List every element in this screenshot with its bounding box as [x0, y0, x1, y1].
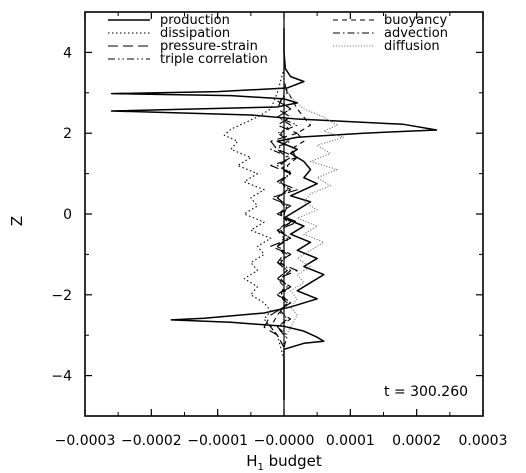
x-tick-label-2: −0.0001 [187, 433, 248, 449]
series-line-diffusion [283, 68, 345, 360]
legend-label-pressure-strain: pressure-strain [160, 39, 258, 54]
x-tick-label-5: 0.0002 [392, 433, 441, 449]
legend-label-dissipation: dissipation [160, 26, 230, 41]
legend-label-advection: advection [384, 26, 448, 41]
y-tick-label-3: 2 [63, 126, 72, 142]
time-annotation: t = 300.260 [384, 384, 468, 400]
y-tick-label-4: 4 [63, 45, 72, 61]
series-line-production [110, 28, 438, 400]
x-tick-label-3: −0.0000 [254, 433, 315, 449]
x-tick-label-0: −0.0003 [55, 433, 116, 449]
x-axis-title: H1 budget [246, 452, 322, 473]
x-tick-label-4: 0.0001 [326, 433, 375, 449]
y-tick-label-0: −4 [51, 369, 72, 385]
legend-label-buoyancy: buoyancy [384, 13, 447, 28]
series-layer [110, 12, 438, 416]
legend-label-triple-correlation: triple correlation [160, 52, 268, 67]
series-line-buoyancy [270, 68, 312, 360]
x-tick-label-6: 0.0003 [459, 433, 508, 449]
x-tick-label-1: −0.0002 [121, 433, 182, 449]
x-axis-title-suffix: budget [264, 452, 322, 470]
y-tick-label-1: −2 [51, 288, 72, 304]
y-tick-label-2: 0 [63, 207, 72, 223]
legend-label-production: production [160, 13, 230, 28]
x-axis-title-main: H [246, 452, 257, 470]
series-line-advection [276, 68, 292, 360]
x-axis-title-subscript: 1 [257, 462, 263, 473]
legend: productiondissipationpressure-straintrip… [108, 13, 448, 67]
legend-label-diffusion: diffusion [384, 39, 440, 54]
ticks-layer: −0.0003 −0.0002 −0.0001 −0.0000 0.0001 0.0002… [51, 11, 508, 449]
y-axis-title: Z [8, 216, 26, 226]
series-line-dissipation [223, 28, 285, 400]
